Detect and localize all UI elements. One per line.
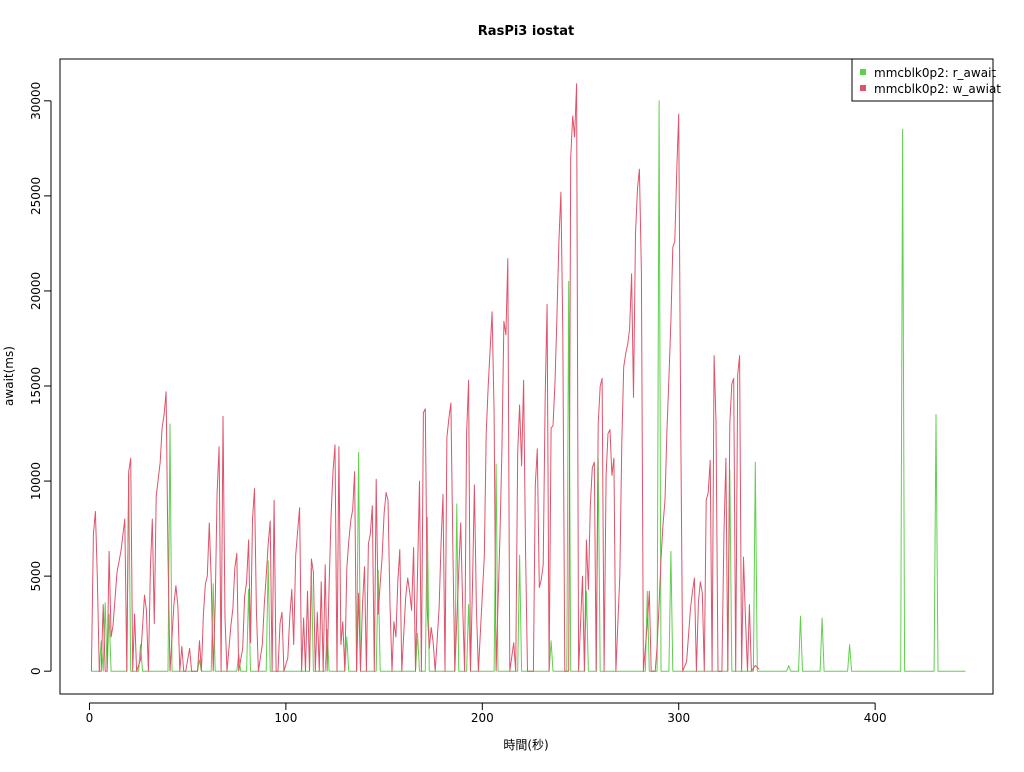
y-tick-label: 5000: [29, 561, 43, 592]
x-tick-label: 400: [864, 711, 887, 725]
y-tick-label: 25000: [29, 177, 43, 215]
x-axis-label: 時間(秒): [503, 738, 548, 752]
x-tick-label: 0: [86, 711, 94, 725]
y-axis: 0 5000 10000 15000 20000 25000 30000: [29, 82, 52, 675]
series-layer: [90, 83, 966, 672]
chart-title: RasPi3 iostat: [478, 24, 574, 39]
x-tick-label: 300: [667, 711, 690, 725]
x-tick-label: 100: [274, 711, 297, 725]
x-axis: 0 100 200 300 400: [86, 702, 887, 725]
y-tick-label: 15000: [29, 367, 43, 405]
series-line-1: [90, 83, 760, 672]
y-tick-label: 10000: [29, 462, 43, 500]
series-line-0: [91, 100, 966, 672]
plot-frame: [59, 58, 994, 695]
legend-label-r-await: mmcblk0p2: r_await: [874, 66, 996, 80]
x-tick-label: 200: [471, 711, 494, 725]
y-tick-label: 0: [29, 667, 43, 675]
legend-swatch-r-await: [860, 69, 866, 75]
y-tick-label: 30000: [29, 82, 43, 120]
legend-swatch-w-awiat: [860, 85, 866, 91]
legend: mmcblk0p2: r_await mmcblk0p2: w_awiat: [851, 58, 1001, 102]
legend-box: [851, 58, 994, 102]
legend-label-w-awiat: mmcblk0p2: w_awiat: [874, 82, 1001, 96]
y-axis-label: await(ms): [2, 346, 16, 406]
y-tick-label: 20000: [29, 272, 43, 310]
